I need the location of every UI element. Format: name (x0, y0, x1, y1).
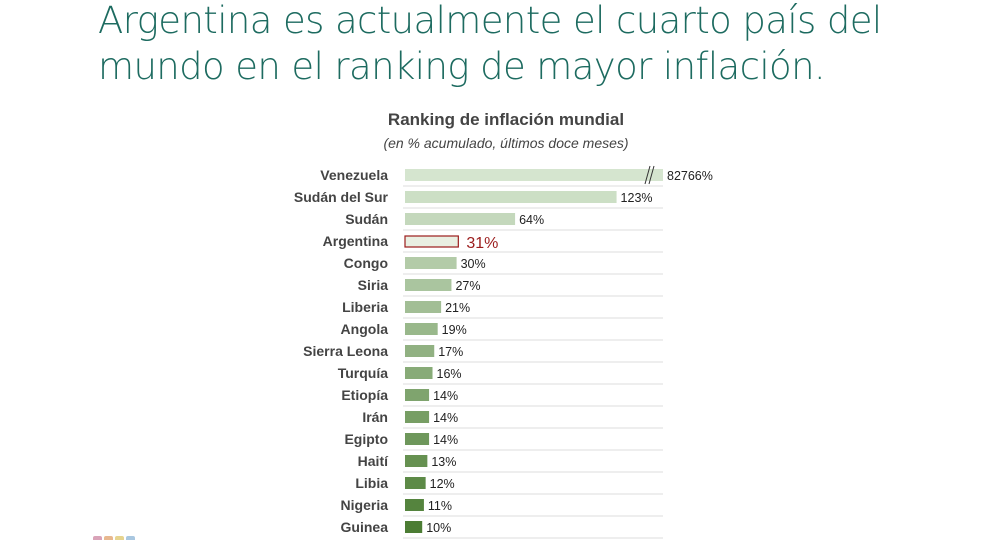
bar (405, 477, 426, 489)
data-label: 27% (455, 279, 480, 293)
category-label: Sudán (345, 211, 388, 227)
headline: Argentina es actualmente el cuarto país … (98, 0, 882, 88)
data-label: 12% (430, 477, 455, 491)
category-label: Turquía (338, 365, 389, 381)
category-label: Irán (362, 409, 388, 425)
category-label: Etiopía (341, 387, 388, 403)
bar (405, 433, 430, 445)
bar (405, 279, 452, 291)
bar (405, 257, 457, 269)
bar (405, 213, 516, 225)
data-label: 10% (426, 521, 451, 535)
data-label: 30% (461, 257, 486, 271)
bar (405, 499, 424, 511)
data-label: 82766% (667, 169, 713, 183)
bar (405, 323, 438, 335)
category-label: Haití (358, 453, 389, 469)
category-label: Libia (355, 475, 388, 491)
bar-highlight (404, 235, 459, 248)
category-label: Congo (344, 255, 388, 271)
bar (405, 389, 430, 401)
axis-break-mark (644, 165, 651, 185)
category-label: Venezuela (320, 167, 388, 183)
data-label: 21% (445, 301, 470, 315)
category-label: Sudán del Sur (294, 189, 389, 205)
data-label: 31% (466, 235, 498, 252)
data-label: 14% (433, 411, 458, 425)
chart-title: Ranking de inflación mundial (387, 110, 625, 129)
chart-subtitle: (en % acumulado, últimos doce meses) (383, 135, 629, 151)
category-label: Sierra Leona (303, 343, 388, 359)
bar (405, 301, 442, 313)
category-label: Liberia (342, 299, 388, 315)
bar (405, 345, 435, 357)
bar (405, 367, 433, 379)
bar (405, 411, 430, 423)
data-label: 17% (438, 345, 463, 359)
bar (405, 169, 663, 181)
data-label: 16% (437, 367, 462, 381)
data-label: 14% (433, 433, 458, 447)
category-label: Egipto (344, 431, 388, 447)
category-label: Angola (341, 321, 389, 337)
bar (405, 521, 423, 533)
data-label: 14% (433, 389, 458, 403)
data-label: 123% (621, 191, 653, 205)
data-label: 19% (442, 323, 467, 337)
data-label: 64% (519, 213, 544, 227)
data-label: 13% (431, 455, 456, 469)
category-label: Argentina (323, 233, 389, 249)
category-label: Guinea (341, 519, 389, 535)
bar (405, 455, 428, 467)
decorative-dots (93, 536, 135, 540)
bar (405, 191, 617, 203)
axis-break-mark (648, 165, 655, 185)
data-label: 11% (428, 499, 452, 513)
category-label: Siria (358, 277, 389, 293)
category-label: Nigeria (341, 497, 389, 513)
